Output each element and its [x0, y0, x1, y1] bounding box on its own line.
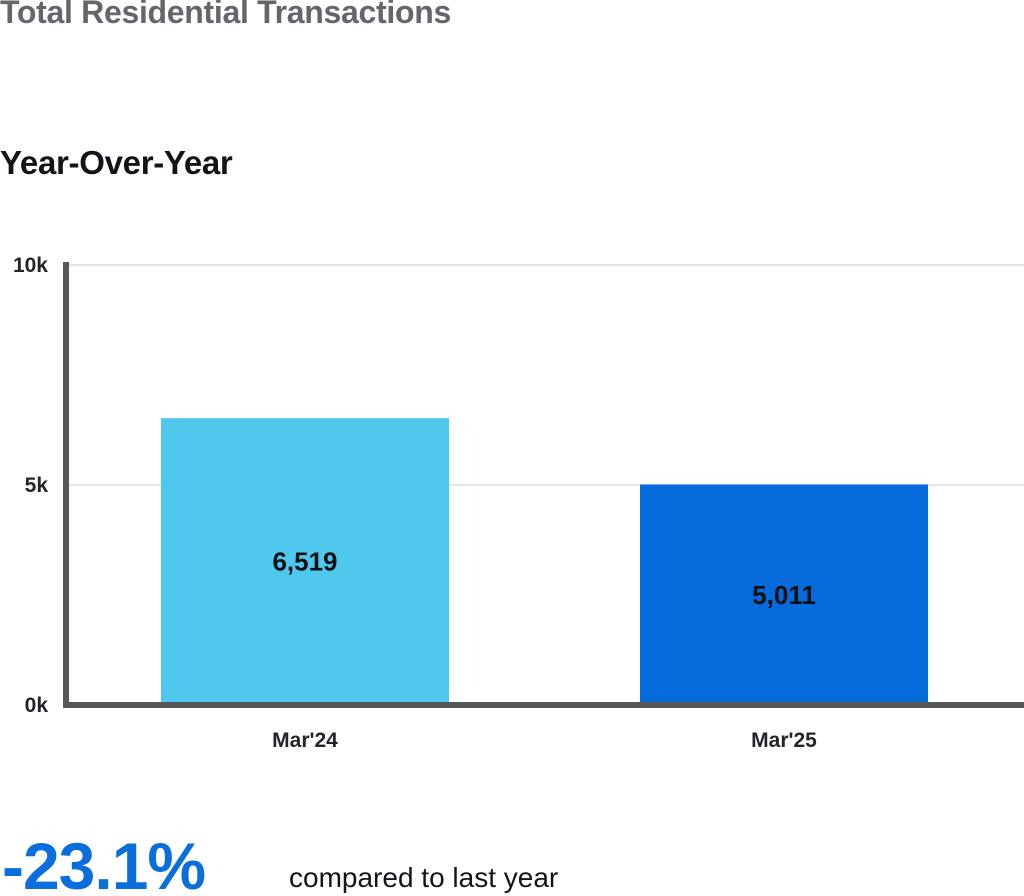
- axes: [63, 262, 1024, 708]
- labels: 0k 5k 10k 6,519 Mar'24 5,011 Mar'25: [13, 254, 817, 752]
- bar-value-label: 6,519: [272, 547, 337, 577]
- yoy-change-text: compared to last year: [289, 862, 559, 893]
- bar: [161, 418, 449, 705]
- x-tick-label: Mar'24: [272, 729, 338, 752]
- y-tick-label: 0k: [25, 694, 49, 717]
- section-title: Year-Over-Year: [0, 144, 233, 181]
- y-tick-label: 5k: [25, 474, 49, 497]
- x-tick-label: Mar'25: [751, 729, 817, 752]
- yoy-change-value: -23.1%: [2, 829, 206, 896]
- y-tick-label: 10k: [13, 254, 48, 277]
- bar-value-label: 5,011: [752, 580, 816, 610]
- bars: [161, 418, 928, 705]
- bar: [640, 484, 928, 705]
- bar-chart: 0k 5k 10k 6,519 Mar'24 5,011 Mar'25: [13, 254, 1024, 752]
- page-title: Total Residential Transactions: [0, 0, 451, 30]
